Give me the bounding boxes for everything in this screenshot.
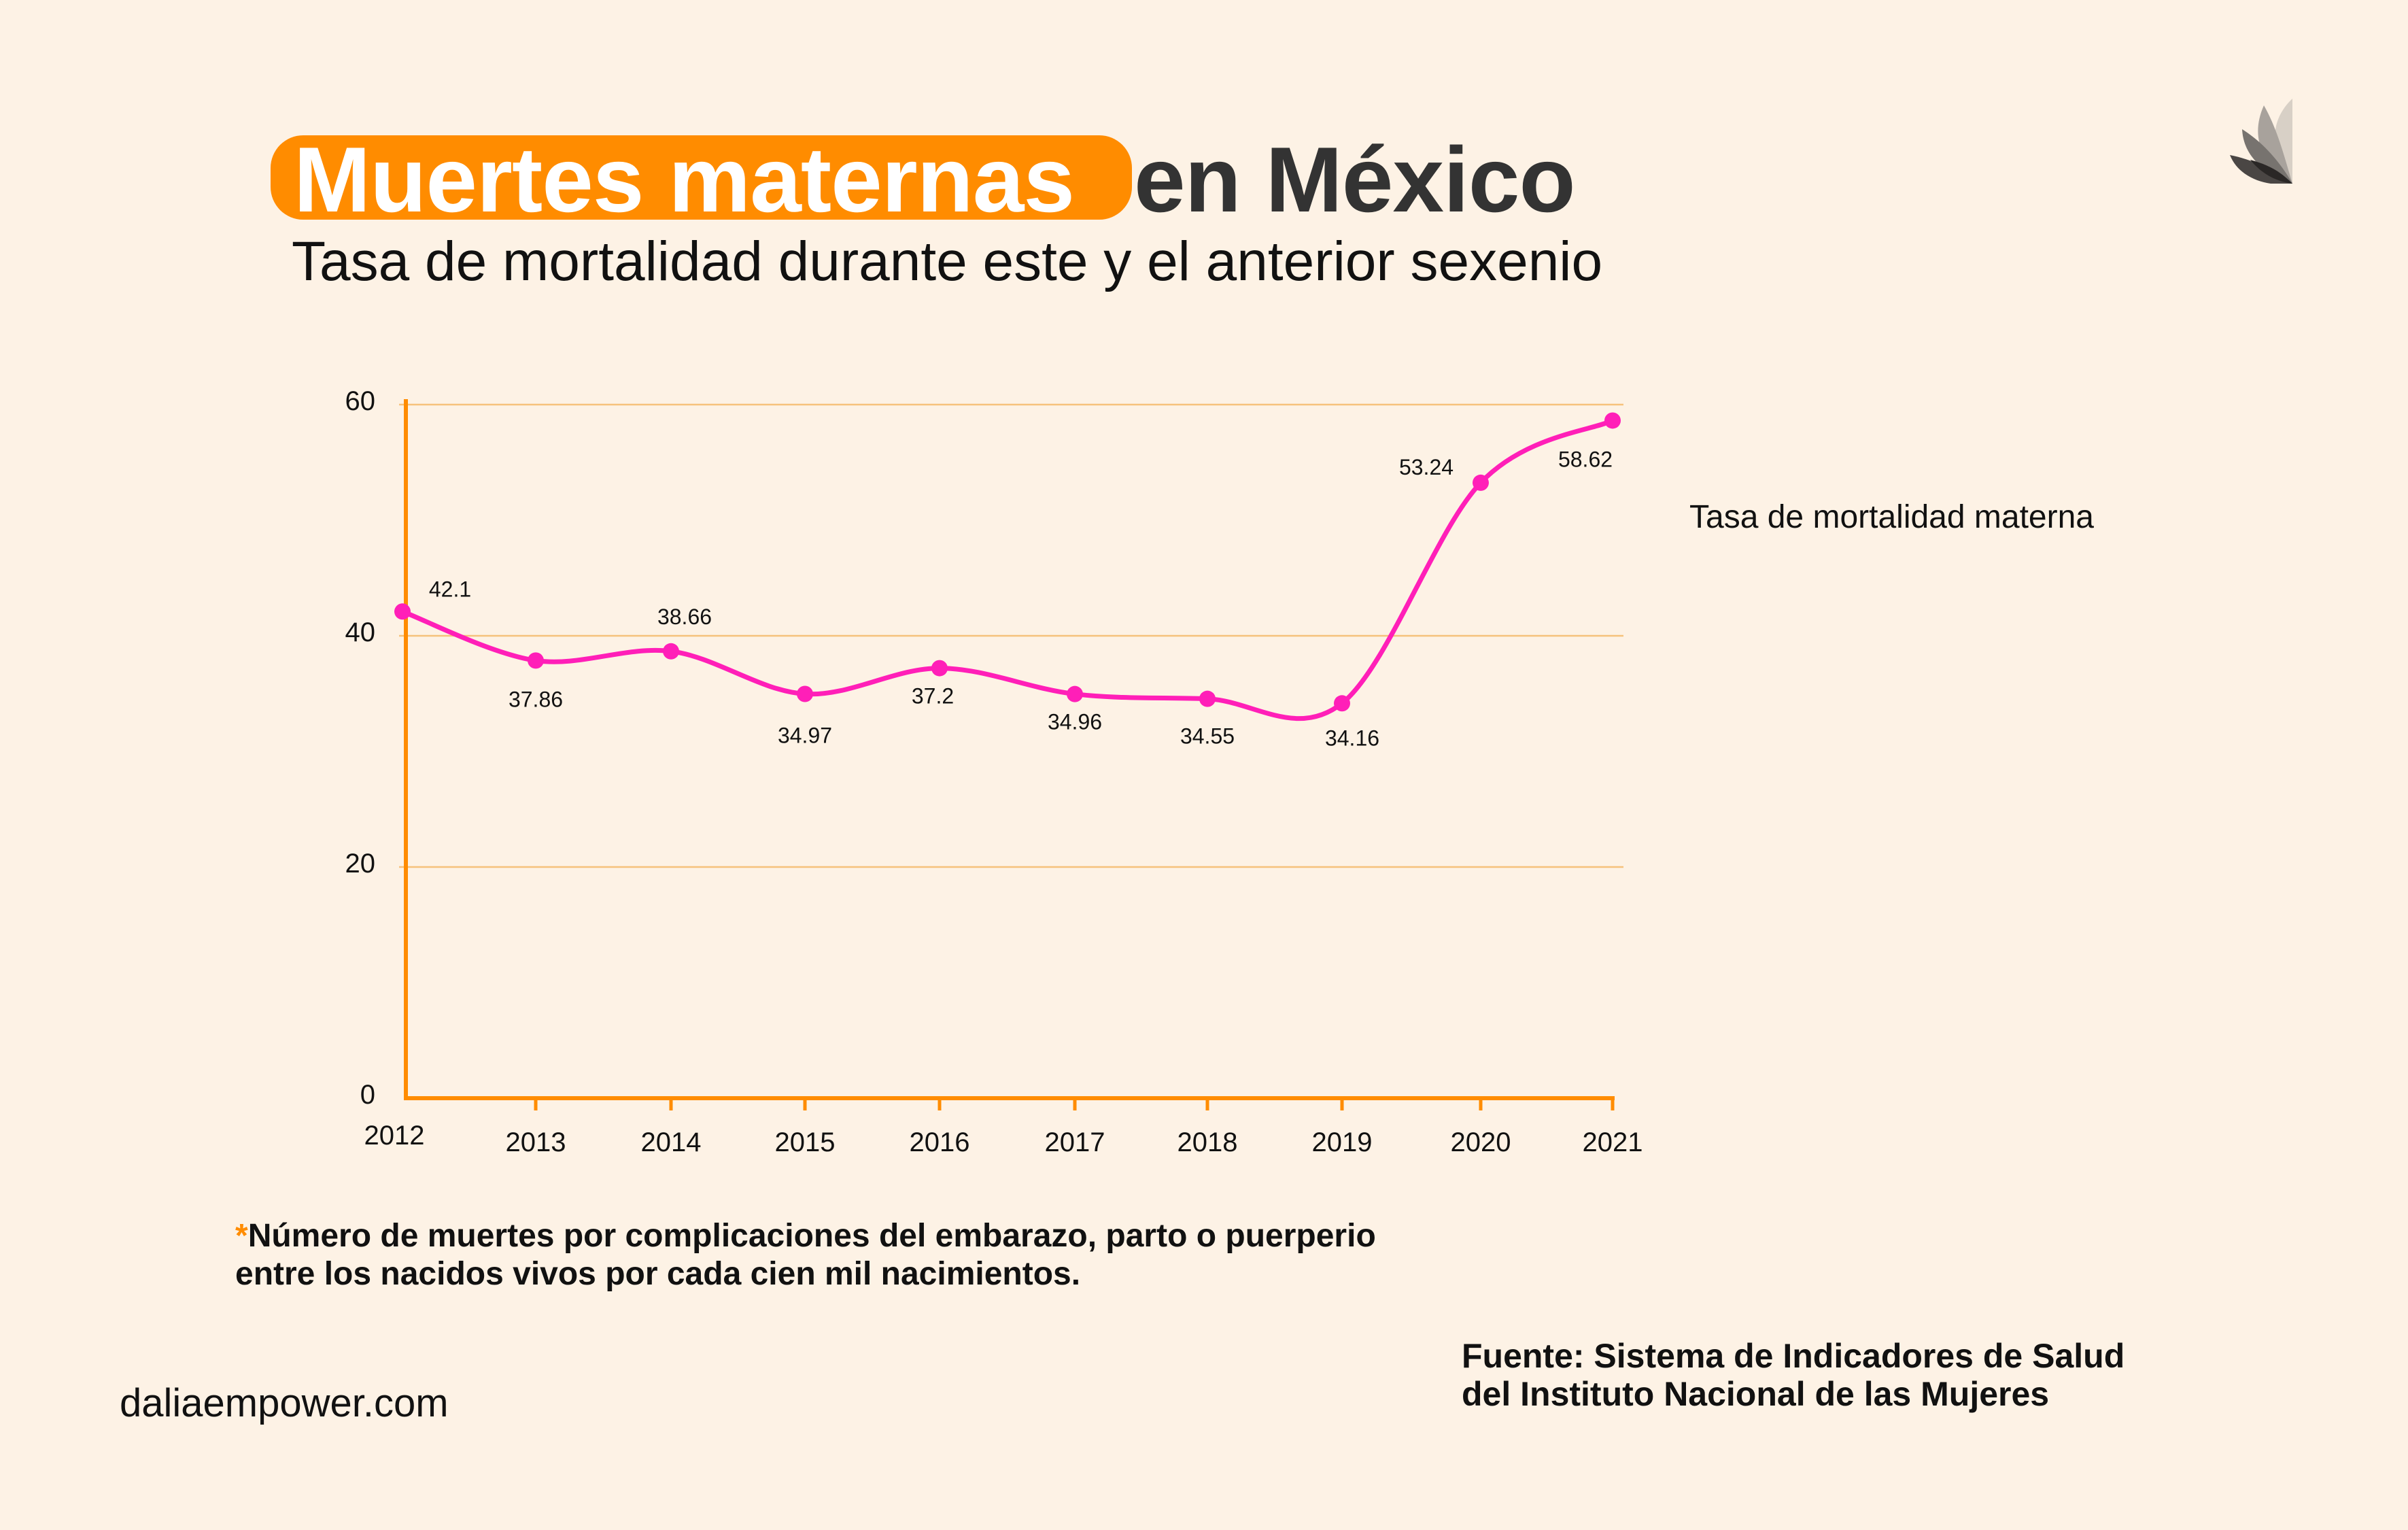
footnote: *Número de muertes por complicaciones de… xyxy=(235,1217,1376,1293)
data-label: 34.96 xyxy=(1048,710,1102,734)
logo-petal-4 xyxy=(2258,105,2292,184)
x-tick-label: 2013 xyxy=(506,1127,566,1157)
y-tick-label: 20 xyxy=(345,849,376,879)
gridlines xyxy=(399,403,1623,868)
x-tick-label: 2017 xyxy=(1045,1127,1105,1157)
title-highlight: Muertes maternas xyxy=(294,128,1075,231)
data-label: 58.62 xyxy=(1558,447,1613,471)
data-point-2020 xyxy=(1473,474,1489,491)
data-labels: 42.1 37.86 38.66 34.97 37.2 34.96 34.55 34.16 53… xyxy=(429,447,1613,750)
logo-petal-3 xyxy=(2242,129,2292,184)
series-line-layer xyxy=(400,418,1615,721)
axes xyxy=(404,399,1615,1110)
website-link[interactable]: daliaempower.com xyxy=(120,1381,449,1425)
data-label: 53.24 xyxy=(1399,455,1454,479)
legend-entry: Tasa de mortalidad materna xyxy=(1689,499,2094,535)
data-point-2016 xyxy=(931,660,948,677)
data-point-2015 xyxy=(797,685,813,702)
y-tick-label: 40 xyxy=(345,617,376,647)
footnote-line-2: entre los nacidos vivos por cada cien mi… xyxy=(235,1256,1081,1292)
logo-petal-1 xyxy=(2250,160,2292,184)
tick-labels: 0 20 40 60 2012 2013 2014 2015 2016 2017 2018 2019 2… xyxy=(345,386,1643,1157)
data-point-2017 xyxy=(1067,685,1083,702)
data-label: 34.16 xyxy=(1325,726,1379,750)
lotus-petals-icon xyxy=(2230,99,2292,184)
x-tick-label: 2018 xyxy=(1177,1127,1238,1157)
subtitle: Tasa de mortalidad durante este y el ant… xyxy=(292,231,1603,292)
source-citation: Fuente: Sistema de Indicadores de Salud … xyxy=(1462,1337,2125,1413)
footnote-line-1-text: Número de muertes por complicaciones del… xyxy=(247,1218,1376,1254)
data-points xyxy=(394,412,1621,712)
source-line-1: Fuente: Sistema de Indicadores de Salud xyxy=(1462,1337,2125,1375)
series-line xyxy=(400,418,1615,721)
data-point-2014 xyxy=(663,643,679,660)
x-tick-label: 2012 xyxy=(364,1121,425,1151)
data-point-2019 xyxy=(1334,695,1350,712)
x-tick-label: 2016 xyxy=(910,1127,970,1157)
y-tick-label: 0 xyxy=(360,1080,375,1110)
data-label: 34.55 xyxy=(1180,724,1235,749)
data-label: 38.66 xyxy=(657,605,712,629)
source-line-2: del Instituto Nacional de las Mujeres xyxy=(1462,1375,2050,1413)
data-label: 37.2 xyxy=(912,684,954,709)
data-point-2012 xyxy=(394,603,411,620)
x-tick-label: 2019 xyxy=(1312,1127,1373,1157)
footnote-marker: * xyxy=(235,1218,248,1254)
title-highlight-pill xyxy=(271,135,1132,220)
x-tick-label: 2015 xyxy=(775,1127,836,1157)
x-tick-label: 2014 xyxy=(641,1127,702,1157)
data-label: 37.86 xyxy=(509,687,563,711)
x-tick-label: 2020 xyxy=(1451,1127,1511,1157)
x-tick-label: 2021 xyxy=(1583,1127,1643,1157)
footnote-line-1: *Número de muertes por complicaciones de… xyxy=(235,1217,1376,1255)
title-rest: en México xyxy=(1134,128,1576,231)
data-label: 42.1 xyxy=(429,577,471,601)
y-tick-label: 60 xyxy=(345,386,376,416)
data-point-2018 xyxy=(1199,690,1216,707)
data-point-2013 xyxy=(528,652,544,669)
logo-petal-5 xyxy=(2275,99,2292,184)
data-label: 34.97 xyxy=(778,724,832,748)
data-point-2021 xyxy=(1604,412,1621,429)
